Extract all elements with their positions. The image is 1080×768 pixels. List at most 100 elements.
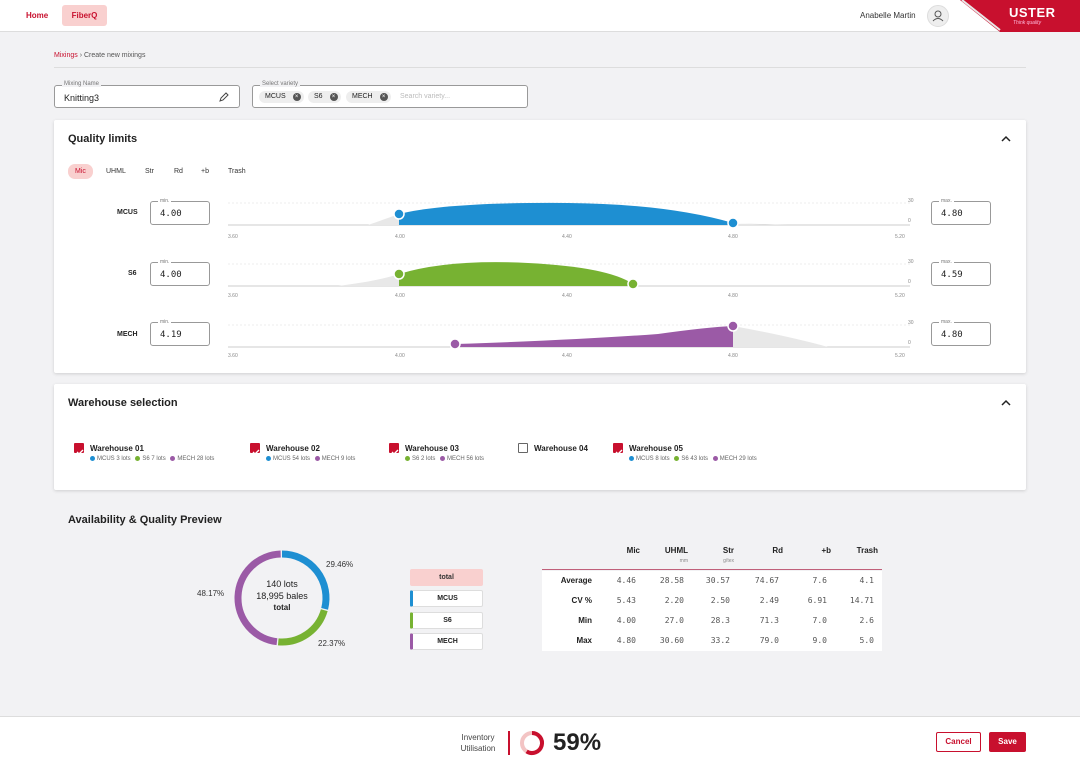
min-value[interactable]: 4.19: [160, 330, 182, 340]
checkbox[interactable]: [613, 443, 623, 455]
donut-total-label: total: [273, 603, 291, 612]
variety-select-field[interactable]: Select variety MCUS × S6 × MECH × Search va…: [252, 81, 528, 108]
max-value[interactable]: 4.80: [941, 330, 963, 340]
inventory-gauge: [520, 731, 544, 755]
table-cell: 2.20: [664, 596, 684, 605]
table-cell: 2.50: [710, 596, 730, 605]
series-dot: [405, 456, 410, 461]
check-icon: [391, 449, 399, 455]
max-input[interactable]: max. 4.59: [931, 259, 991, 286]
row-label: Min: [578, 616, 592, 625]
donut-slice: [277, 609, 328, 646]
tick-label: 4.40: [562, 293, 572, 299]
donut-slice: [281, 550, 330, 610]
row-label: Max: [576, 636, 592, 645]
legend-total[interactable]: total: [410, 569, 483, 586]
checkbox[interactable]: [518, 443, 528, 453]
cancel-button[interactable]: Cancel: [936, 732, 981, 752]
tab-trash[interactable]: Trash: [228, 168, 246, 175]
chip-remove-icon[interactable]: ×: [379, 93, 388, 101]
series-dot: [135, 456, 141, 461]
chip-label: MCUS: [265, 93, 286, 100]
check-icon: [76, 449, 84, 455]
lot-count: S6 43 lots: [681, 456, 709, 463]
max-handle: [727, 320, 739, 332]
check-icon: [252, 449, 260, 455]
donut-slice: [234, 550, 281, 646]
checkbox[interactable]: [389, 443, 399, 455]
tab-plus-b[interactable]: +b: [201, 168, 209, 175]
min-input[interactable]: min. 4.00: [150, 259, 210, 286]
y-min-label: 0: [908, 279, 911, 285]
warehouse-lots: S6 2 lots MECH 56 lots: [405, 456, 484, 462]
legend-mech[interactable]: MECH: [410, 633, 483, 650]
stats-table: [542, 571, 882, 651]
variety-chip[interactable]: S6 ×: [308, 91, 341, 103]
tick-label: 5.20: [895, 293, 905, 299]
nav-home-link[interactable]: Home: [26, 11, 49, 20]
distribution-chart[interactable]: [228, 196, 910, 236]
y-min-label: 0: [908, 340, 911, 346]
checkbox[interactable]: [74, 443, 84, 455]
tab-rd[interactable]: Rd: [174, 168, 183, 175]
quality-limits-title: Quality limits: [68, 133, 138, 145]
min-input[interactable]: min. 4.19: [150, 319, 210, 346]
min-value[interactable]: 4.00: [160, 209, 182, 219]
slice-label: 29.46%: [326, 560, 354, 569]
table-cell: 14.71: [849, 596, 874, 605]
variety-search-input[interactable]: Search variety...: [400, 93, 451, 100]
table-cell: 28.3: [710, 616, 730, 625]
tab-mic[interactable]: Mic: [68, 164, 93, 179]
distribution-chart[interactable]: [228, 318, 910, 358]
chevron-up-icon[interactable]: [1000, 397, 1012, 409]
legend-s6[interactable]: S6: [410, 612, 483, 629]
max-input[interactable]: max. 4.80: [931, 198, 991, 225]
row-label: CV %: [571, 596, 592, 605]
tab-str[interactable]: Str: [145, 168, 154, 175]
max-label: max.: [939, 198, 954, 204]
legend-mcus[interactable]: MCUS: [410, 590, 483, 607]
quality-row-label: S6: [128, 270, 137, 277]
lot-count: MCUS 3 lots: [97, 456, 131, 463]
chevron-up-icon[interactable]: [1000, 133, 1012, 145]
nav-fiberq-tab[interactable]: FiberQ: [62, 5, 107, 26]
table-cell: 4.46: [616, 576, 636, 585]
min-value[interactable]: 4.00: [160, 270, 182, 280]
series-dot: [440, 456, 446, 461]
chip-remove-icon[interactable]: ×: [329, 93, 338, 101]
gauge-fill: [525, 731, 544, 755]
mixing-name-value[interactable]: Knitting3: [64, 93, 100, 103]
table-cell: 9.0: [812, 636, 827, 645]
table-divider: [542, 569, 882, 570]
save-button[interactable]: Save: [989, 732, 1026, 752]
breadcrumb-mixings[interactable]: Mixings: [54, 52, 78, 59]
min-input[interactable]: min. 4.00: [150, 198, 210, 225]
uster-logo: [960, 0, 1080, 32]
pencil-icon[interactable]: [219, 92, 229, 102]
max-value[interactable]: 4.59: [941, 270, 963, 280]
lot-count: S6 7 lots: [142, 456, 166, 463]
lot-count: MECH 29 lots: [719, 456, 757, 463]
tab-uhml[interactable]: UHML: [106, 168, 126, 175]
chip-remove-icon[interactable]: ×: [292, 93, 301, 101]
inventory-divider: [508, 731, 510, 755]
warehouse-name: Warehouse 03: [405, 444, 459, 453]
column-header: Mic: [626, 546, 640, 555]
variety-chip[interactable]: MCUS ×: [259, 91, 304, 103]
distribution-chart[interactable]: [228, 257, 910, 297]
table-cell: 2.6: [859, 616, 874, 625]
max-input[interactable]: max. 4.80: [931, 319, 991, 346]
min-label: min.: [158, 198, 172, 204]
checkbox[interactable]: [250, 443, 260, 455]
tick-label: 3.60: [228, 353, 238, 359]
max-value[interactable]: 4.80: [941, 209, 963, 219]
variety-chip[interactable]: MECH ×: [346, 91, 391, 103]
mixing-name-field[interactable]: Mixing Name Knitting3: [54, 81, 240, 108]
series-dot: [314, 456, 320, 461]
max-label: max.: [939, 259, 954, 265]
user-icon: [932, 10, 944, 22]
tick-label: 4.80: [728, 293, 738, 299]
slice-label: 22.37%: [318, 639, 346, 648]
table-cell: 6.91: [807, 596, 827, 605]
avatar[interactable]: [927, 5, 949, 27]
